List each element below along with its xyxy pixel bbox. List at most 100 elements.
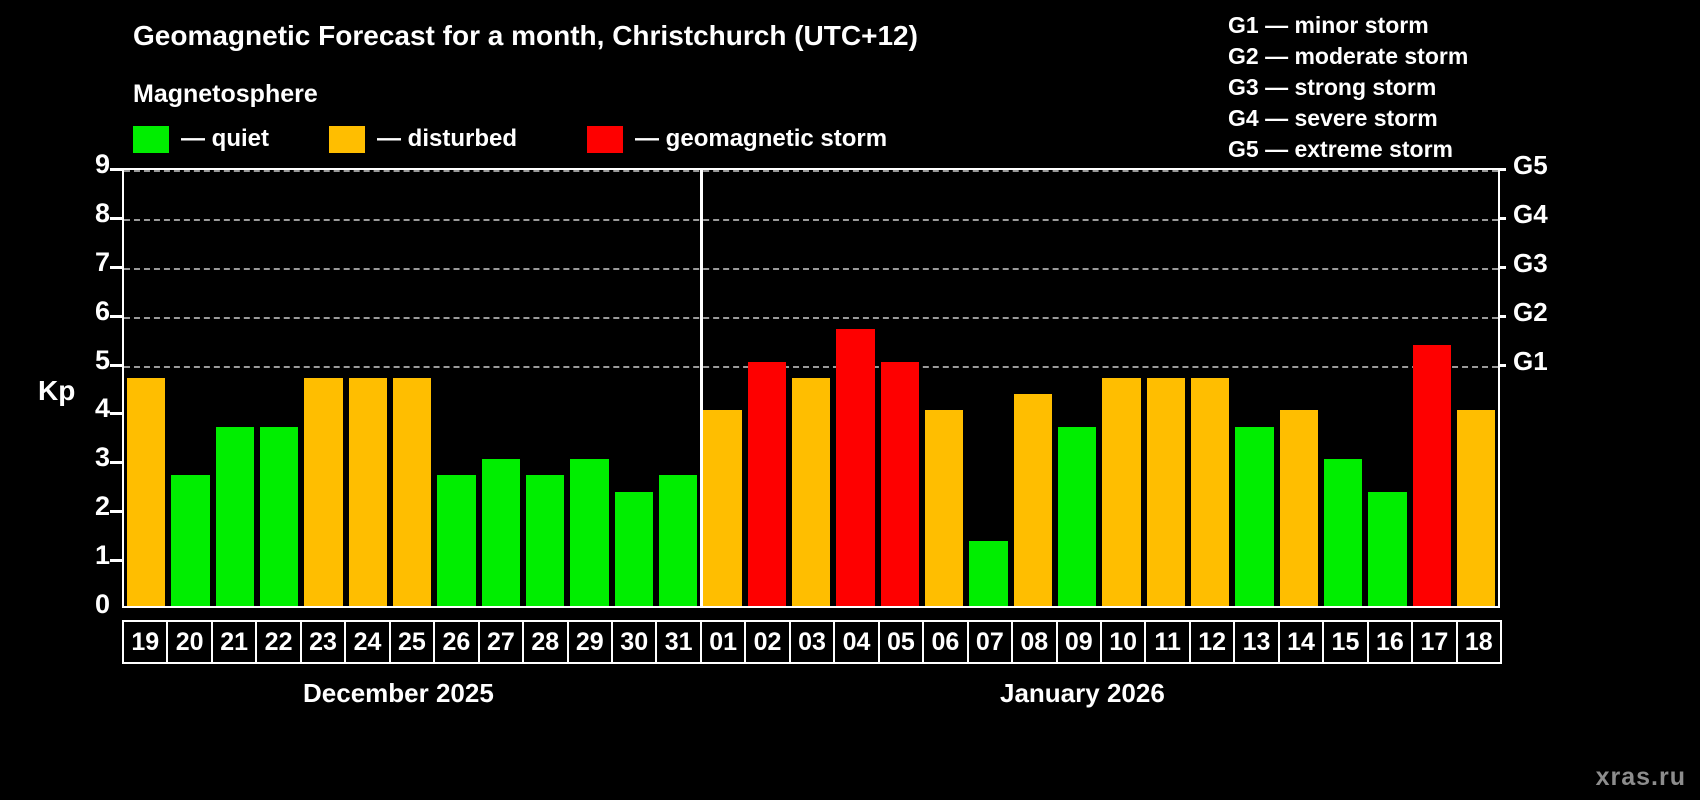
g-tick-label-G3: G3: [1513, 247, 1548, 278]
date-label-02: 02: [744, 620, 791, 664]
legend-swatch-quiet: [133, 125, 169, 153]
date-label-25: 25: [388, 620, 436, 664]
bar-21: [215, 426, 254, 606]
legend-item-disturbed: — disturbed: [329, 125, 517, 153]
bar-30: [614, 492, 653, 606]
date-label-21: 21: [210, 620, 258, 664]
y-tick-mark: [110, 314, 122, 318]
storm-scale-row: G4 — severe storm: [1228, 105, 1438, 131]
y-tick-label: 1: [94, 540, 110, 571]
legend-item-storm: — geomagnetic storm: [587, 125, 887, 153]
date-label-09: 09: [1055, 620, 1102, 664]
bar-cell: [1365, 170, 1409, 606]
date-label-01: 01: [699, 620, 747, 664]
bar-10: [1102, 377, 1141, 606]
date-label-31: 31: [655, 620, 702, 664]
date-label-16: 16: [1366, 620, 1414, 664]
date-label-26: 26: [433, 620, 480, 664]
bar-cell: [523, 170, 567, 606]
date-label-04: 04: [833, 620, 880, 664]
g-tick-label-G2: G2: [1513, 296, 1548, 327]
bar-06: [924, 410, 964, 606]
date-label-05: 05: [877, 620, 925, 664]
y-tick-mark: [110, 216, 122, 220]
bar-29: [570, 459, 609, 606]
date-label-22: 22: [255, 620, 302, 664]
gridline: [124, 365, 1498, 368]
bar-cell: [966, 170, 1010, 606]
date-label-11: 11: [1144, 620, 1191, 664]
legend: — quiet — disturbed — geomagnetic storm: [133, 125, 887, 153]
storm-scale-row: G5 — extreme storm: [1228, 136, 1453, 162]
date-label-20: 20: [166, 620, 213, 664]
date-label-28: 28: [522, 620, 569, 664]
y-tick-label: 9: [94, 149, 110, 179]
bar-cell: [833, 170, 877, 606]
bar-cell: [301, 170, 345, 606]
y-tick-label: 4: [94, 393, 110, 424]
bar-cell: [1232, 170, 1276, 606]
y-axis-title: Kp: [38, 375, 76, 406]
bar-26: [437, 475, 476, 606]
y-tick-label: 5: [94, 344, 110, 375]
bar-02: [747, 361, 786, 606]
date-label-10: 10: [1099, 620, 1147, 664]
storm-scale-row: G2 — moderate storm: [1228, 43, 1469, 69]
date-label-30: 30: [610, 620, 658, 664]
legend-swatch-disturbed: [329, 125, 365, 153]
bar-08: [1013, 394, 1052, 606]
bar-11: [1146, 377, 1185, 606]
bar-cell: [479, 170, 523, 606]
bar-25: [392, 377, 432, 606]
bar-19: [127, 377, 166, 606]
page-title: Geomagnetic Forecast for a month, Christ…: [133, 20, 918, 51]
bar-cell: [1277, 170, 1321, 606]
y-tick-label: 2: [94, 491, 110, 522]
bar-cell: [1055, 170, 1099, 606]
bar-cell: [1144, 170, 1188, 606]
bar-12: [1190, 377, 1230, 606]
storm-scale-row: G3 — strong storm: [1228, 74, 1437, 100]
y-tick-mark: [110, 168, 122, 171]
bar-cell: [745, 170, 789, 606]
bar-cell: [1011, 170, 1055, 606]
bar-cell: [434, 170, 478, 606]
bar-18: [1456, 410, 1496, 606]
date-label-12: 12: [1188, 620, 1236, 664]
legend-label-storm: — geomagnetic storm: [635, 125, 888, 152]
bar-cell: [922, 170, 966, 606]
bar-cell: [656, 170, 700, 606]
bar-cell: [213, 170, 257, 606]
y-tick-label: 6: [94, 295, 110, 326]
bar-24: [348, 377, 387, 606]
date-label-03: 03: [788, 620, 836, 664]
bar-cell: [1454, 170, 1498, 606]
gridline: [124, 267, 1498, 270]
storm-scale-legend: G1 — minor storm G2 — moderate storm G3 …: [1228, 10, 1468, 165]
storm-scale-row: G1 — minor storm: [1228, 12, 1429, 38]
date-label-14: 14: [1277, 620, 1325, 664]
g-tick-label-G5: G5: [1513, 150, 1548, 180]
g-tick-label-G1: G1: [1513, 345, 1548, 376]
y-tick-mark: [110, 265, 122, 269]
bar-cell: [1321, 170, 1365, 606]
date-label-08: 08: [1011, 620, 1058, 664]
date-label-27: 27: [477, 620, 525, 664]
bar-cell: [346, 170, 390, 606]
date-label-17: 17: [1411, 620, 1458, 664]
y-tick-mark: [110, 510, 122, 514]
bar-series: [124, 170, 1498, 606]
bar-15: [1323, 459, 1363, 606]
bar-cell: [168, 170, 212, 606]
month-label-right: January 2026: [1000, 678, 1165, 708]
y-tick-mark: [110, 363, 122, 367]
date-label-06: 06: [922, 620, 969, 664]
y-tick-label: 0: [94, 589, 110, 619]
bar-cell: [1188, 170, 1232, 606]
g-tick-label-G4: G4: [1513, 198, 1548, 229]
y-tick-label: 7: [94, 246, 110, 277]
bar-14: [1279, 410, 1318, 606]
y-tick-mark: [110, 461, 122, 465]
bar-cell: [390, 170, 434, 606]
